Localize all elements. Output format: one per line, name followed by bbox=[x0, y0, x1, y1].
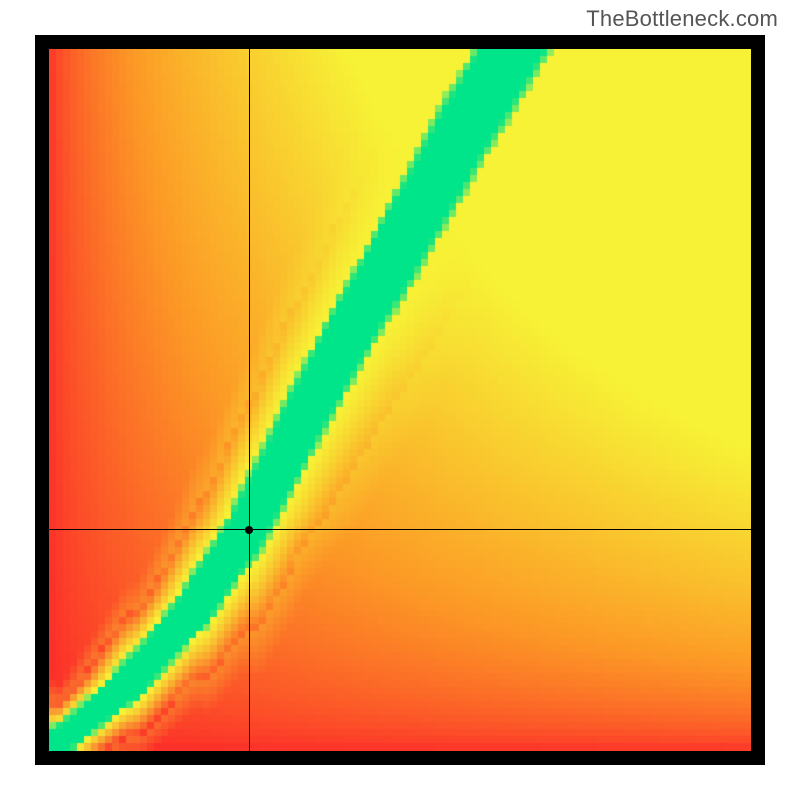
watermark-text: TheBottleneck.com bbox=[586, 6, 778, 32]
heatmap-canvas bbox=[49, 49, 751, 751]
crosshair-vertical bbox=[249, 49, 250, 751]
crosshair-horizontal bbox=[49, 529, 751, 530]
chart-root: TheBottleneck.com bbox=[0, 0, 800, 800]
crosshair-dot bbox=[245, 526, 253, 534]
plot-black-frame bbox=[35, 35, 765, 765]
